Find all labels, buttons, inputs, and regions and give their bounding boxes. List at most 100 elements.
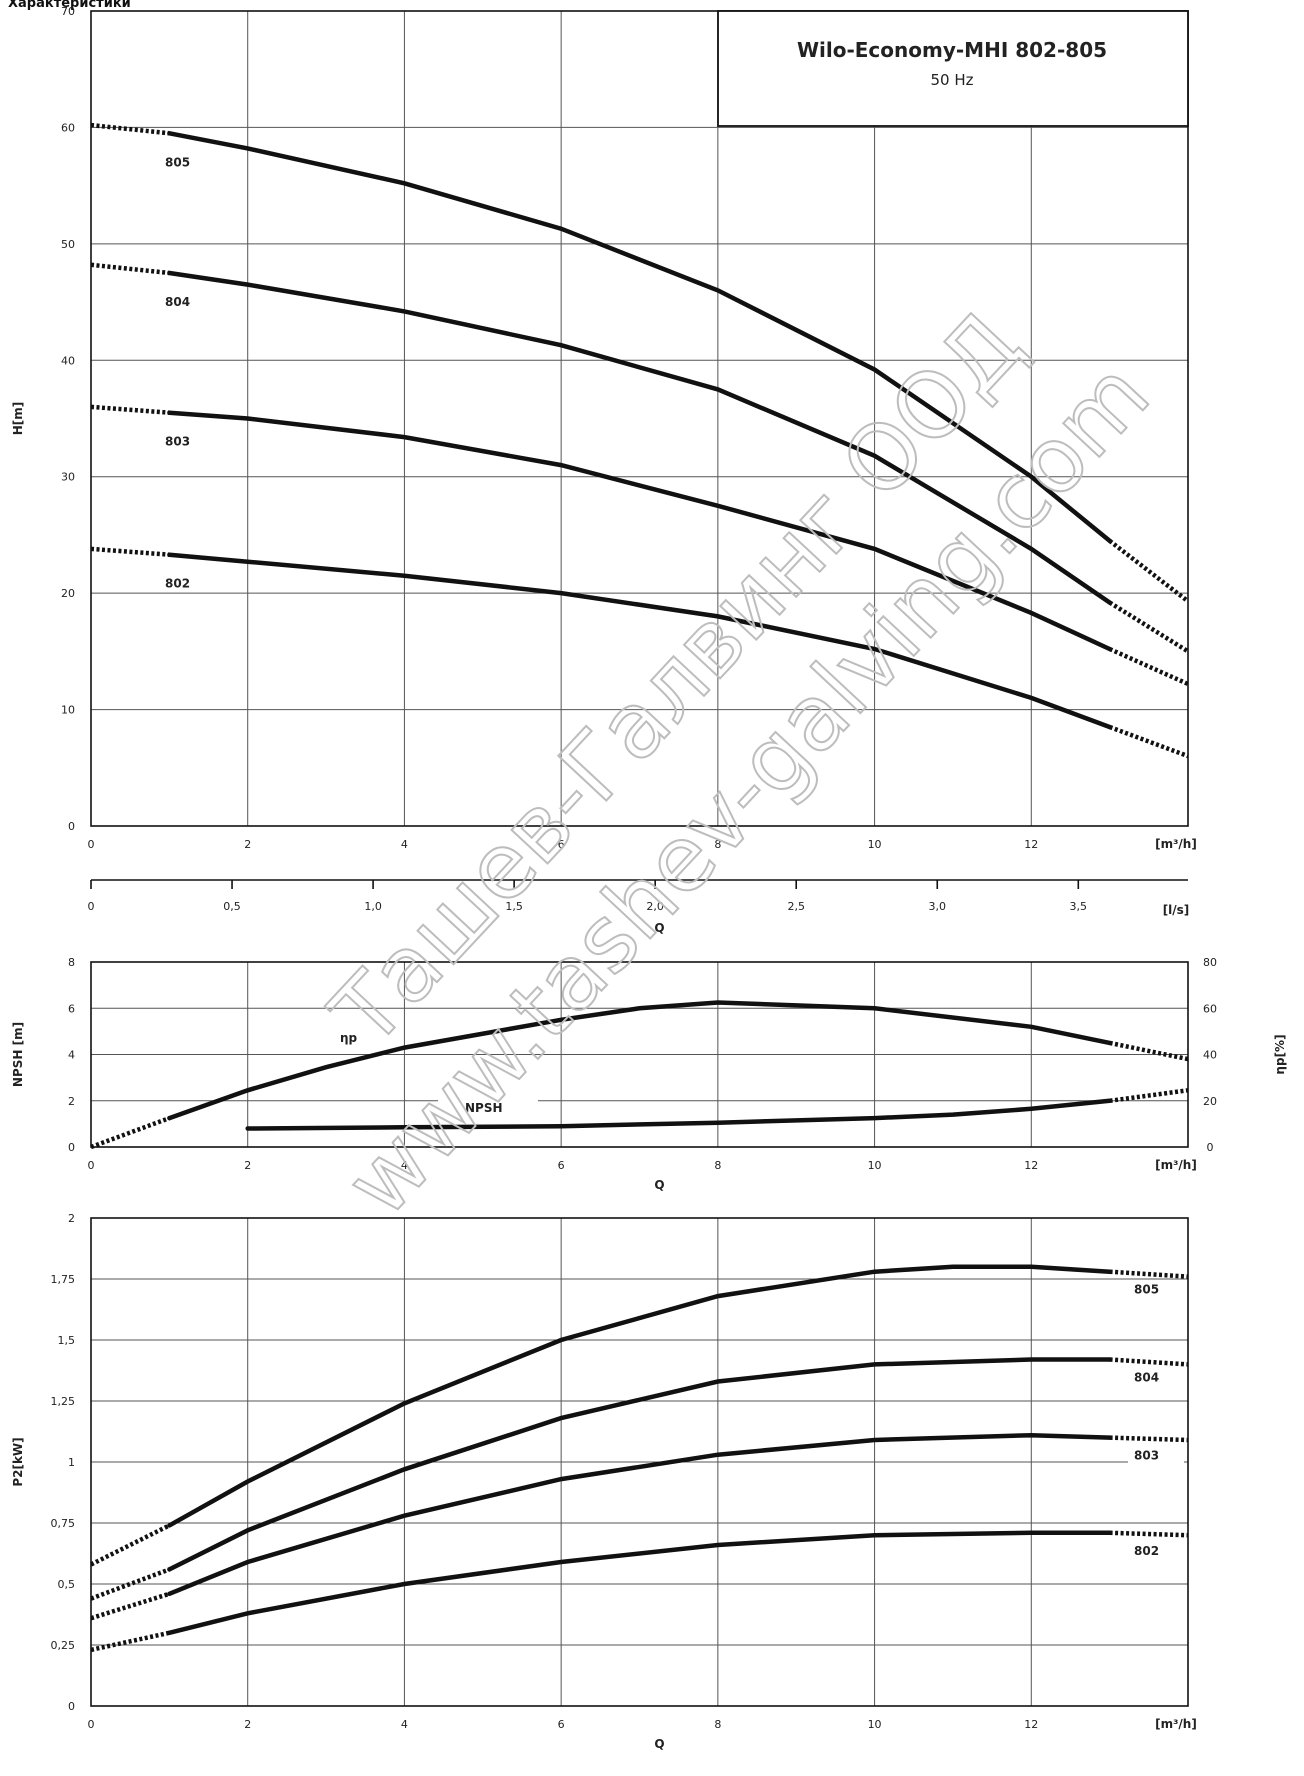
series-line-802-extrapolated-start [90,546,170,557]
x-tick-label: 12 [1024,1159,1038,1172]
series-label-power-803: 803 [1134,1449,1159,1463]
x-axis-unit: [m³/h] [1155,1158,1197,1172]
flow-ls-axis: 0 0,5 1,0 1,5 2,0 2,5 3,0 3,5 [l/s] Q [88,879,1189,935]
series-line-805 [167,1264,1112,1528]
series-label-804: 804 [165,295,190,309]
y-axis-title: H[m] [11,402,25,436]
flow-ls-tick-label: 3,5 [1070,900,1088,913]
series-label-802: 802 [165,577,190,591]
x-tick-label: 4 [401,838,408,851]
flow-ls-tick-label: 2,0 [646,900,664,913]
series-line-805-extrapolated-end [1109,1269,1189,1279]
series-line-803-extrapolated-end [1108,646,1189,687]
label-background [1128,1279,1184,1298]
series-line-802 [167,1530,1112,1636]
x-tick-label: 6 [558,838,565,851]
legend-subtitle: 50 Hz [930,71,973,89]
y2-axis-title: ηp[%] [1273,1034,1287,1074]
series-label-efficiency: ηp [340,1031,358,1045]
x-tick-label: 6 [558,1159,565,1172]
series-line-805-extrapolated-start [89,1523,171,1567]
plot-frame [90,1217,1189,1707]
npsh-efficiency-chart-panel: 0 2 4 6 8 10 12 [m³/h] Q 0 2 4 6 8 NPSH [m] 0 20 40 60 80 ηp… [11,956,1287,1192]
x-tick-label: 8 [714,1159,721,1172]
y-tick-label: 50 [61,238,75,251]
y2-tick-label: 0 [1207,1141,1214,1154]
series-line-802-extrapolated-end [1109,1530,1189,1538]
y-tick-label: 4 [68,1049,75,1062]
y-tick-label: 2 [68,1212,75,1225]
x-tick-label: 8 [714,1718,721,1731]
series-line-804-extrapolated-end [1108,600,1190,654]
x-tick-label: 10 [868,1159,882,1172]
x-tick-label: 0 [88,838,95,851]
y-tick-label: 0 [68,1700,75,1713]
y-tick-label: 1,75 [51,1273,76,1286]
x-axis-title: Q [654,1178,664,1192]
x-axis-title: Q [654,1737,664,1751]
y-tick-label: 20 [61,587,75,600]
x-tick-label: 2 [244,1718,251,1731]
flow-ls-tick-label: 0,5 [223,900,241,913]
series-line-NPSH-extrapolated-end [1109,1088,1189,1104]
series-line-NPSH [245,1098,1112,1131]
x-tick-label: 8 [714,838,721,851]
x-tick-label: 0 [88,1159,95,1172]
series-label-power-805: 805 [1134,1283,1159,1297]
series-label-power-804: 804 [1134,1371,1159,1385]
y-tick-label: 70 [61,5,75,18]
flow-ls-tick-label: 3,0 [929,900,947,913]
flow-ls-tick-label: 0 [88,900,95,913]
x-tick-label: 10 [868,838,882,851]
series-line-803-extrapolated-start [90,1591,171,1621]
x-tick-label: 4 [401,1159,408,1172]
x-axis-unit: [m³/h] [1155,1717,1197,1731]
x-tick-label: 0 [88,1718,95,1731]
y-tick-label: 1,25 [51,1395,76,1408]
series-label-805: 805 [165,155,190,169]
y-tick-label: 1,5 [58,1334,76,1347]
y-axis-title: P2[kW] [11,1437,25,1486]
page-title: Характеристики [8,0,131,11]
y-tick-label: 8 [68,956,75,969]
y2-tick-label: 40 [1203,1049,1217,1062]
y-tick-label: 10 [61,704,75,717]
y-tick-label: 2 [68,1095,75,1108]
x-axis-unit: [m³/h] [1155,837,1197,851]
x-tick-label: 6 [558,1718,565,1731]
series-label-npsh: NPSH [465,1101,503,1115]
series-line-ηp-extrapolated-start [90,1115,171,1150]
series-line-803 [167,410,1112,652]
series-line-805-extrapolated-start [90,122,170,136]
head-chart-panel: 0 2 4 6 8 10 12 [m³/h] 0 10 20 30 40 50 60 70 H[m] 805 804… [11,5,1197,851]
y2-tick-label: 60 [1203,1002,1217,1015]
x-tick-label: 2 [244,838,251,851]
y-tick-label: 60 [61,121,75,134]
series-line-ηp [167,1000,1112,1121]
series-line-802-extrapolated-start [90,1630,170,1653]
label-background [1128,1367,1184,1386]
y-tick-label: 0,75 [51,1517,76,1530]
y-tick-label: 0 [68,1141,75,1154]
power-chart-panel: 0 2 4 6 8 10 12 [m³/h] Q 0 0,25 0,5 0,75 1 1,25 1,5 1,75… [11,1212,1197,1751]
y-axis-title: NPSH [m] [11,1022,25,1087]
y-tick-label: 30 [61,471,75,484]
y-tick-label: 40 [61,354,75,367]
series-line-802 [167,552,1112,730]
label-background [156,568,222,589]
series-line-ηp-extrapolated-end [1109,1040,1189,1062]
x-tick-label: 12 [1024,838,1038,851]
plot-frame [90,961,1189,1148]
series-line-803-extrapolated-start [90,404,170,415]
series-line-805-extrapolated-end [1108,539,1190,604]
y-tick-label: 1 [68,1456,75,1469]
flow-ls-tick-label: 2,5 [787,900,805,913]
y-tick-label: 0,25 [51,1639,76,1652]
series-line-805 [167,131,1112,544]
series-line-804-extrapolated-start [90,262,170,276]
series-line-804 [167,270,1112,605]
flow-ls-tick-label: 1,0 [364,900,382,913]
series-line-804-extrapolated-start [90,1567,171,1601]
x-tick-label: 10 [868,1718,882,1731]
